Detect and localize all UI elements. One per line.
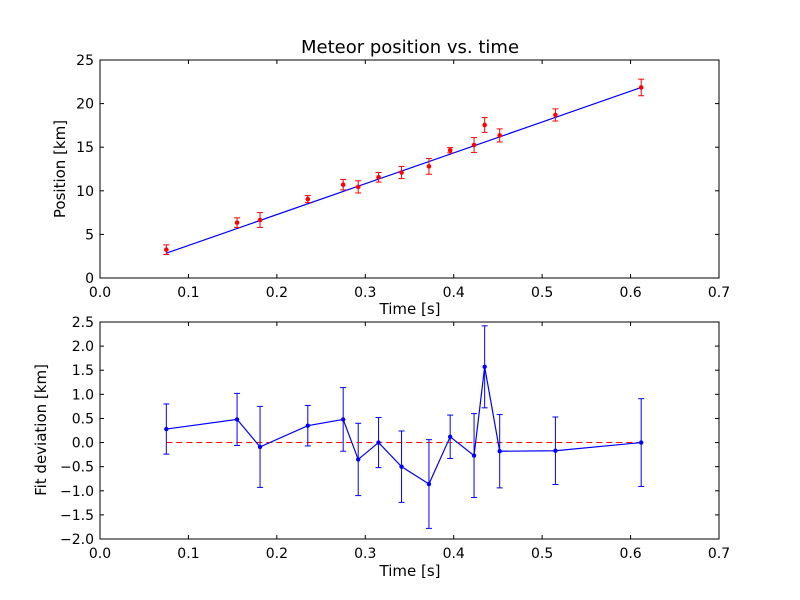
- y-tick-label: 2.5: [72, 315, 94, 331]
- y-tick-label: −2.0: [60, 532, 94, 548]
- position-panel: Meteor position vs. time Time [s] Positi…: [51, 37, 730, 318]
- data-point: [356, 457, 361, 462]
- x-tick-label: 0.4: [443, 285, 465, 301]
- y-tick-label: 1.5: [72, 363, 94, 379]
- data-point: [447, 434, 453, 439]
- data-point: [355, 184, 361, 190]
- x-tick-label: 0.0: [89, 546, 111, 562]
- chart-title: Meteor position vs. time: [301, 37, 519, 58]
- x-tick-label: 0.7: [708, 285, 730, 301]
- data-point: [164, 426, 169, 432]
- data-point: [340, 182, 346, 187]
- y-axis-label: Position [km]: [51, 120, 69, 218]
- x-axis-label: Time [s]: [379, 300, 441, 318]
- data-point: [399, 170, 404, 175]
- data-point: [482, 122, 487, 128]
- data-point: [340, 417, 346, 422]
- x-tick-label: 0.0: [89, 285, 111, 301]
- data-point: [497, 449, 502, 454]
- data-point: [234, 417, 240, 422]
- y-tick-label: 5: [85, 227, 94, 243]
- x-tick-label: 0.1: [177, 285, 199, 301]
- fit-line: [166, 86, 642, 254]
- x-tick-label: 0.5: [531, 285, 553, 301]
- y-axis-label: Fit deviation [km]: [32, 364, 50, 496]
- x-tick-label: 0.2: [266, 285, 288, 301]
- data-point: [638, 440, 644, 445]
- data-point: [482, 364, 487, 370]
- data-point: [234, 220, 240, 225]
- y-tick-label: 0.0: [72, 436, 94, 452]
- data-point: [553, 112, 558, 118]
- y-tick-label: −1.0: [60, 484, 94, 500]
- x-tick-label: 0.4: [443, 546, 465, 562]
- data-point: [426, 481, 432, 487]
- plot-frame: [99, 59, 720, 279]
- data-point: [257, 444, 263, 450]
- x-tick-label: 0.6: [619, 285, 641, 301]
- y-tick-label: 15: [76, 140, 94, 156]
- x-tick-label: 0.7: [708, 546, 730, 562]
- x-tick-label: 0.6: [619, 546, 641, 562]
- data-point: [638, 85, 644, 90]
- y-tick-label: 0: [85, 271, 94, 287]
- x-axis-label: Time [s]: [379, 562, 441, 580]
- x-tick-label: 0.2: [266, 546, 288, 562]
- data-point: [376, 174, 381, 180]
- y-tick-label: −0.5: [60, 460, 94, 476]
- deviation-panel: Time [s] Fit deviation [km] 0.0 0.1 0.2 0.3…: [32, 315, 730, 580]
- y-tick-label: 1.0: [72, 387, 94, 403]
- y-tick-label: 25: [76, 53, 94, 69]
- data-point: [471, 142, 477, 148]
- y-tick-label: 10: [76, 184, 94, 200]
- x-tick-label: 0.5: [531, 546, 553, 562]
- data-point: [376, 440, 381, 445]
- data-point: [497, 133, 502, 138]
- data-point: [257, 217, 263, 223]
- data-point: [447, 147, 453, 153]
- data-point: [305, 196, 311, 202]
- data-point: [164, 247, 169, 252]
- data-point: [553, 448, 558, 453]
- x-tick-label: 0.3: [354, 546, 376, 562]
- y-tick-label: 20: [76, 97, 94, 113]
- y-tick-label: −1.5: [60, 508, 94, 524]
- data-point: [426, 164, 432, 169]
- x-tick-label: 0.1: [177, 546, 199, 562]
- data-point: [471, 453, 477, 458]
- y-tick-label: 2.0: [72, 339, 94, 355]
- data-point: [399, 464, 404, 469]
- x-tick-label: 0.3: [354, 285, 376, 301]
- y-tick-label: 0.5: [72, 411, 94, 427]
- plot-frame: [99, 321, 720, 540]
- data-point: [305, 423, 311, 428]
